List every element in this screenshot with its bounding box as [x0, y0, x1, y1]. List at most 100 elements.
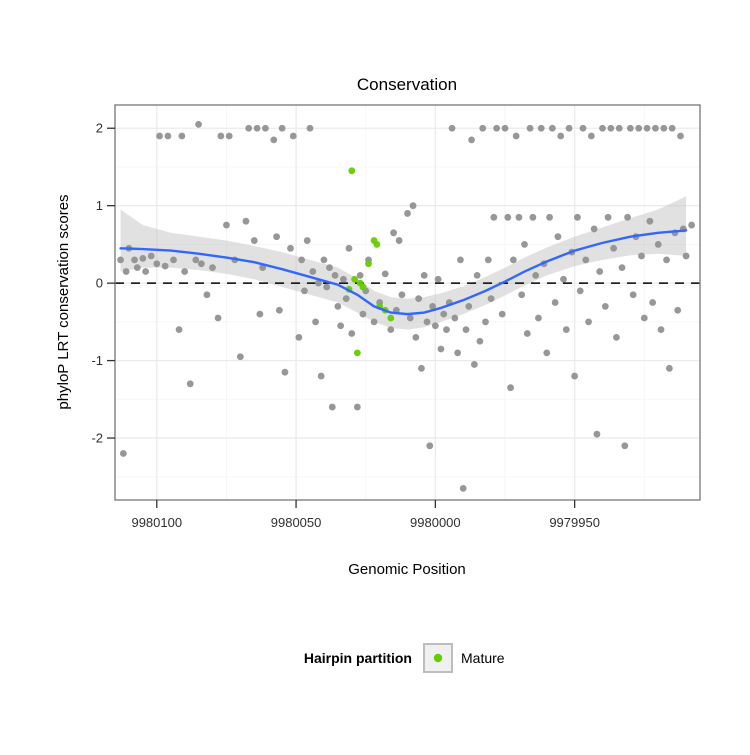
y-tick-label: 2 — [96, 121, 103, 136]
y-tick-label: -1 — [91, 353, 103, 368]
data-point-other — [418, 364, 425, 372]
data-point-other — [468, 136, 475, 144]
data-point-other — [147, 252, 155, 260]
data-point-other — [262, 124, 269, 132]
data-point-other — [122, 268, 130, 275]
data-point-other — [323, 283, 331, 291]
data-point-other — [482, 318, 489, 326]
data-point-other — [523, 330, 531, 337]
data-point-other — [459, 484, 467, 492]
data-point-mature — [373, 241, 381, 248]
data-point-other — [181, 268, 189, 275]
data-point-other — [334, 302, 342, 310]
data-point-mature — [359, 283, 367, 291]
data-point-other — [281, 368, 289, 376]
data-point-other — [640, 314, 648, 322]
data-point-other — [677, 132, 684, 140]
data-point-other — [437, 345, 445, 353]
data-point-other — [646, 217, 654, 225]
data-point-other — [470, 361, 478, 368]
data-point-other — [487, 295, 495, 303]
data-point-other — [629, 291, 637, 299]
data-point-other — [320, 256, 328, 264]
data-point-other — [652, 124, 659, 132]
data-point-other — [197, 260, 205, 268]
data-point-other — [448, 124, 456, 132]
data-point-other — [245, 124, 253, 132]
data-point-other — [518, 291, 526, 299]
data-point-other — [601, 302, 609, 310]
data-point-other — [156, 132, 163, 140]
data-point-other — [270, 136, 278, 144]
y-axis-title: phyloP LRT conservation scores — [55, 194, 72, 409]
plot-panel: 9980100 9980050 9980000 9979950 -2 -1 0 1 2 — [91, 104, 701, 530]
data-point-other — [551, 299, 559, 306]
data-point-other — [574, 213, 581, 221]
data-point-other — [529, 213, 537, 221]
data-point-other — [596, 268, 604, 275]
y-tick-label: -2 — [91, 431, 103, 446]
data-point-other — [390, 229, 397, 237]
data-point-mature — [353, 349, 361, 357]
data-point-other — [579, 124, 587, 132]
data-point-other — [498, 310, 506, 318]
data-point-other — [476, 337, 484, 345]
data-point-other — [557, 132, 565, 140]
data-point-other — [353, 403, 361, 411]
x-tick-label: 9980100 — [131, 515, 182, 530]
data-point-other — [431, 322, 439, 330]
data-point-other — [164, 132, 172, 140]
data-point-other — [532, 271, 540, 279]
data-point-other — [370, 318, 378, 326]
data-point-other — [571, 372, 579, 380]
data-point-other — [626, 124, 634, 132]
data-point-other — [546, 213, 553, 221]
data-point-other — [278, 124, 286, 132]
data-point-other — [643, 124, 651, 132]
data-point-other — [543, 349, 551, 357]
data-point-other — [443, 326, 450, 334]
y-tick-label: 1 — [96, 198, 103, 213]
data-point-other — [214, 314, 222, 322]
data-point-other — [663, 256, 670, 264]
data-point-other — [440, 310, 448, 318]
legend: Hairpin partition Mature — [304, 643, 505, 673]
data-point-other — [236, 353, 244, 361]
data-point-other — [512, 132, 520, 140]
data-point-other — [404, 210, 411, 217]
data-point-other — [253, 124, 261, 132]
data-point-mature — [351, 275, 358, 283]
data-point-other — [242, 217, 250, 225]
data-point-other — [638, 252, 645, 260]
data-point-other — [613, 333, 620, 341]
data-point-other — [604, 213, 612, 221]
data-point-other — [618, 264, 626, 272]
data-point-other — [473, 271, 481, 279]
y-tick-label: 0 — [96, 276, 103, 291]
data-point-other — [287, 244, 294, 252]
data-point-other — [607, 124, 615, 132]
data-point-other — [674, 306, 682, 314]
data-point-other — [203, 291, 211, 299]
smooth-trend-line — [119, 229, 688, 316]
data-point-other — [688, 221, 696, 229]
data-point-other — [301, 287, 308, 295]
data-point-other — [465, 302, 473, 310]
data-point-other — [585, 318, 592, 326]
data-point-other — [342, 295, 350, 303]
data-point-other — [153, 260, 161, 268]
data-point-other — [490, 213, 498, 221]
legend-mature-dot — [433, 653, 443, 663]
data-point-other — [217, 132, 225, 140]
data-point-other — [415, 295, 423, 303]
data-point-other — [317, 372, 325, 380]
data-point-other — [273, 233, 280, 241]
data-point-other — [457, 256, 464, 264]
data-point-other — [649, 299, 657, 306]
data-point-other — [170, 256, 177, 264]
data-point-other — [409, 202, 417, 210]
data-point-other — [337, 322, 345, 330]
data-point-other — [610, 244, 618, 252]
data-point-other — [209, 264, 216, 272]
